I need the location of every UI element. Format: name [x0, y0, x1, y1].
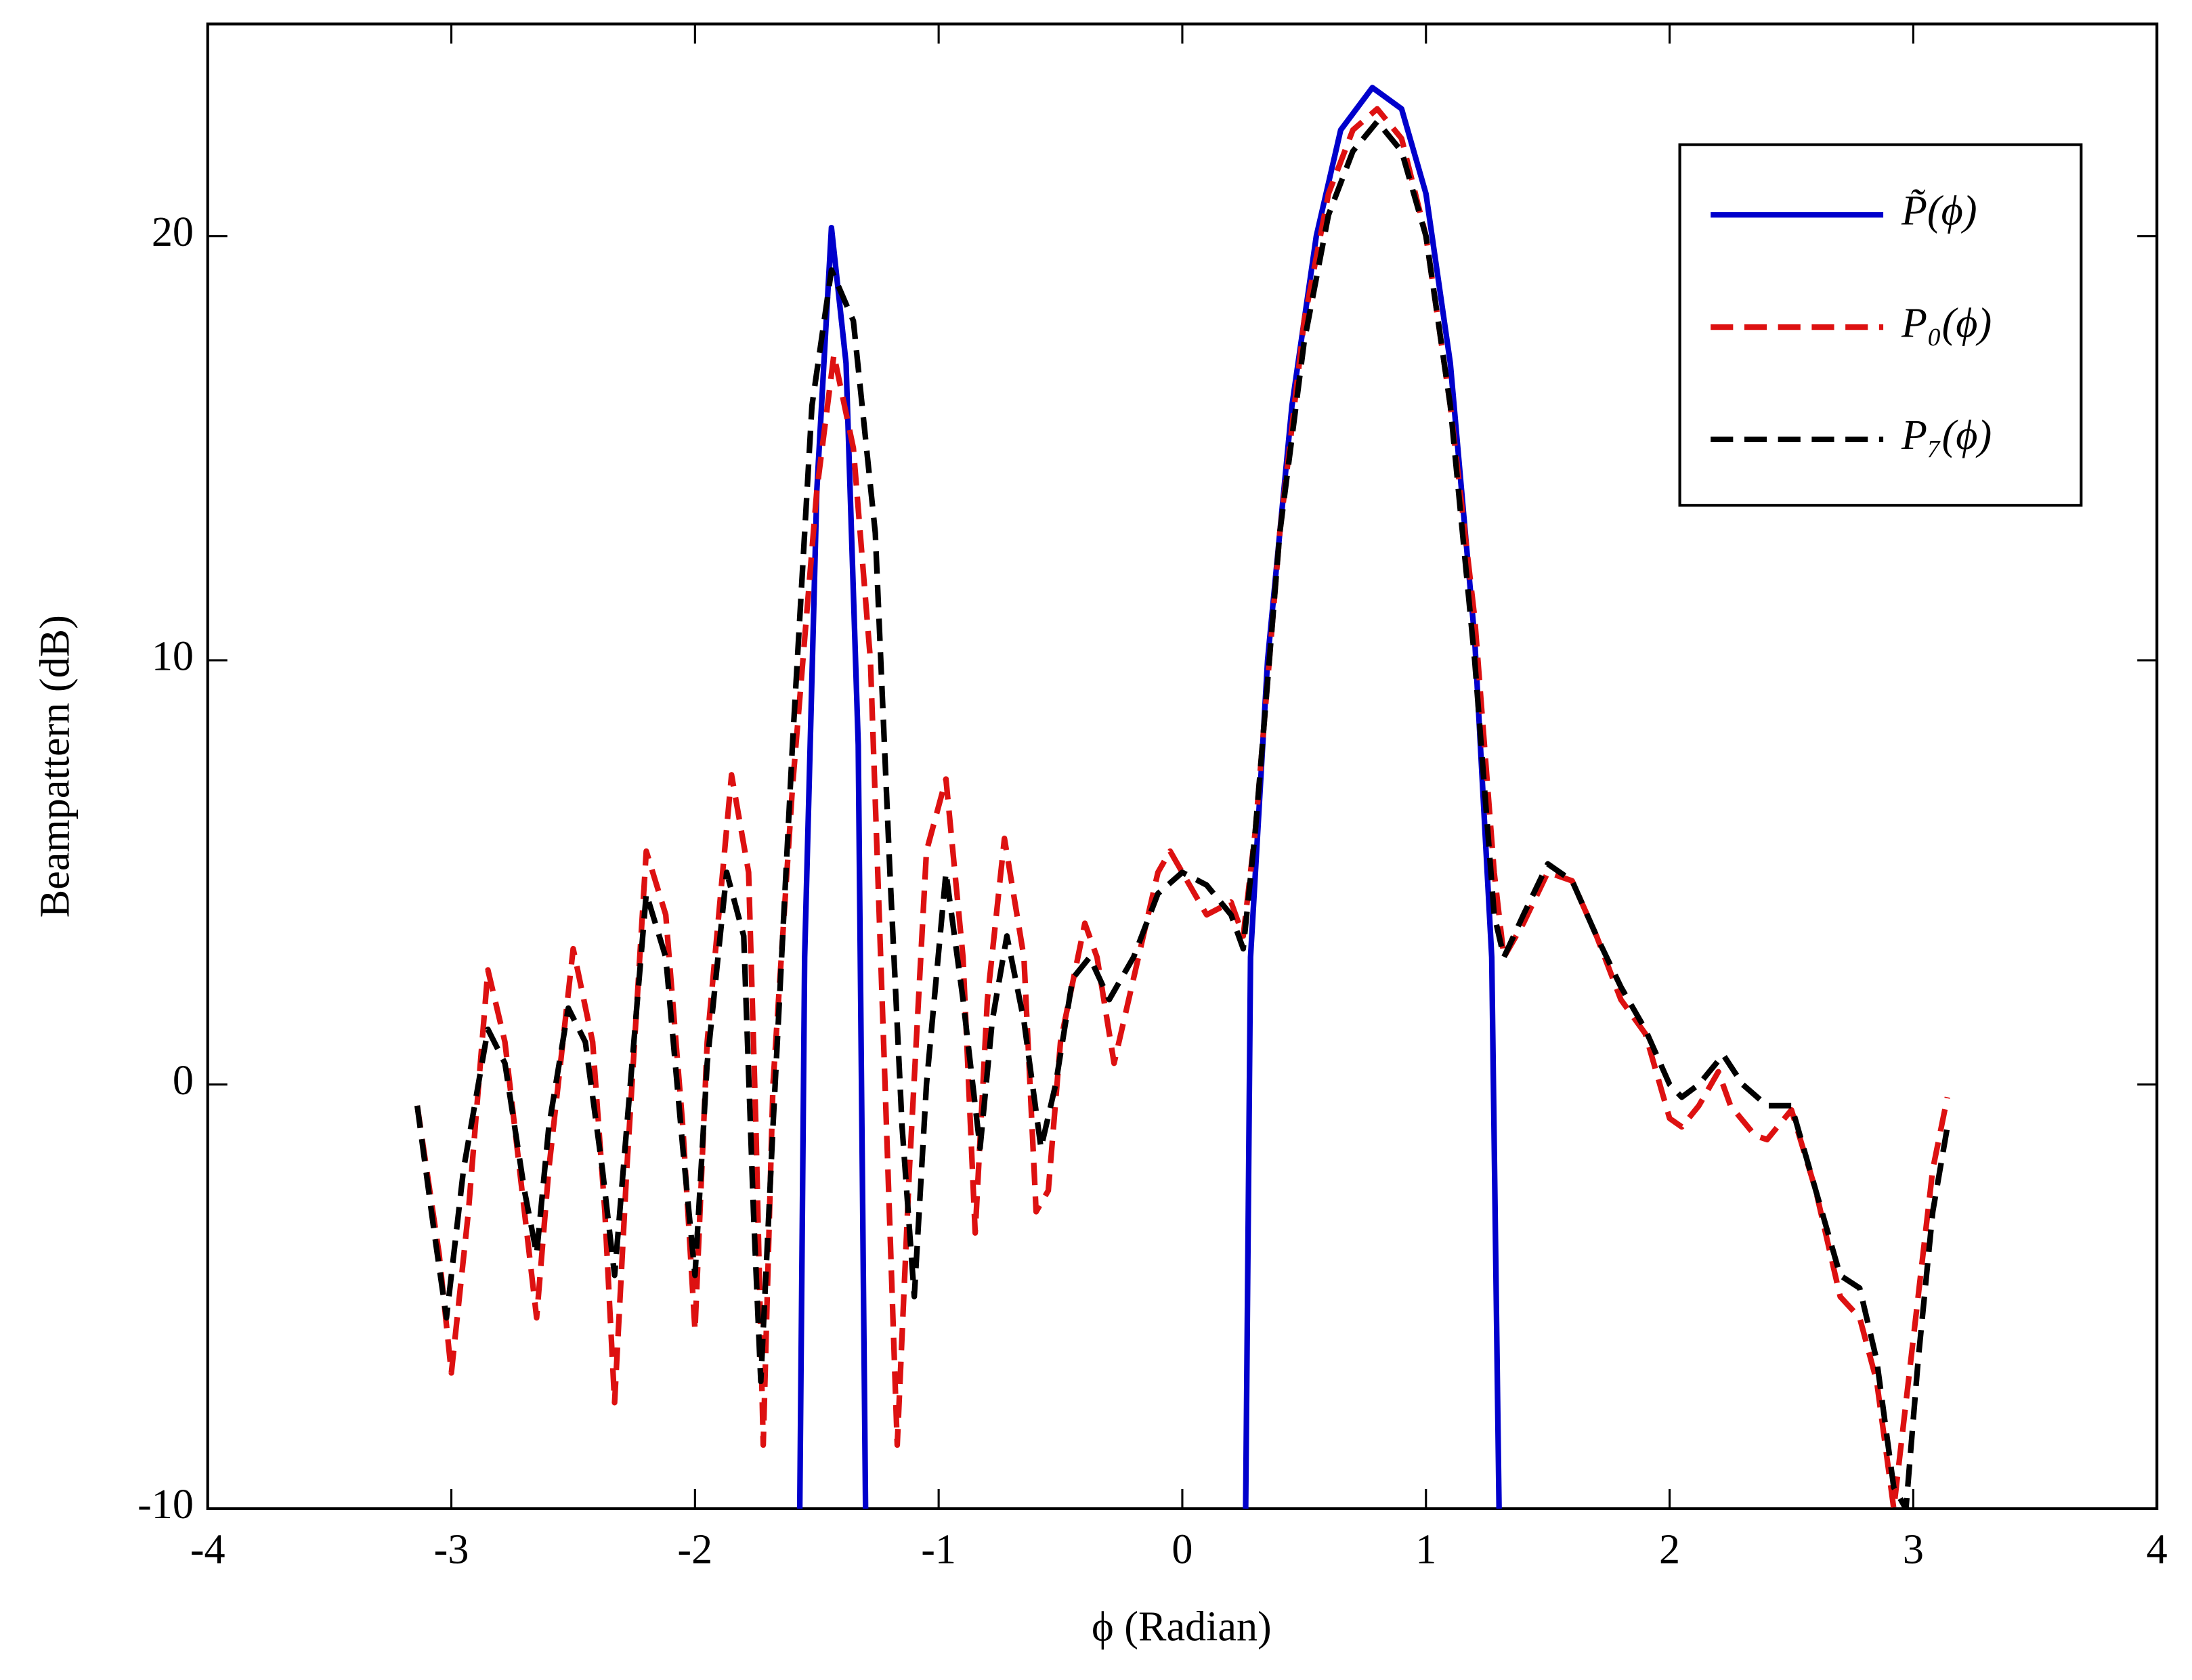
x-tick-label: 4 — [2147, 1527, 2168, 1573]
x-tick-label: -1 — [921, 1527, 956, 1573]
x-tick-label: 2 — [1659, 1527, 1680, 1573]
legend-label: P₀(ϕ) — [1901, 300, 1992, 346]
y-tick-label: 10 — [152, 633, 194, 679]
x-axis-label: ϕ (Radian) — [1092, 1604, 1272, 1650]
y-tick-label: -10 — [137, 1482, 194, 1528]
x-tick-label: -4 — [190, 1527, 225, 1573]
y-axis-label: Beampattern (dB) — [32, 615, 78, 918]
data-line — [414, 106, 1950, 1509]
y-tick-label: 0 — [173, 1058, 194, 1104]
y-tick-label: 20 — [152, 209, 194, 255]
x-tick-label: 1 — [1415, 1527, 1436, 1573]
x-tick-label: -2 — [677, 1527, 712, 1573]
x-tick-label: 3 — [1903, 1527, 1924, 1573]
legend-label: P̃(ϕ) — [1901, 188, 1977, 234]
legend-label: P₇(ϕ) — [1901, 412, 1992, 458]
data-line — [414, 119, 1950, 1509]
x-tick-label: 0 — [1172, 1527, 1192, 1573]
x-tick-label: -3 — [434, 1527, 469, 1573]
plot-area — [414, 85, 1950, 1509]
